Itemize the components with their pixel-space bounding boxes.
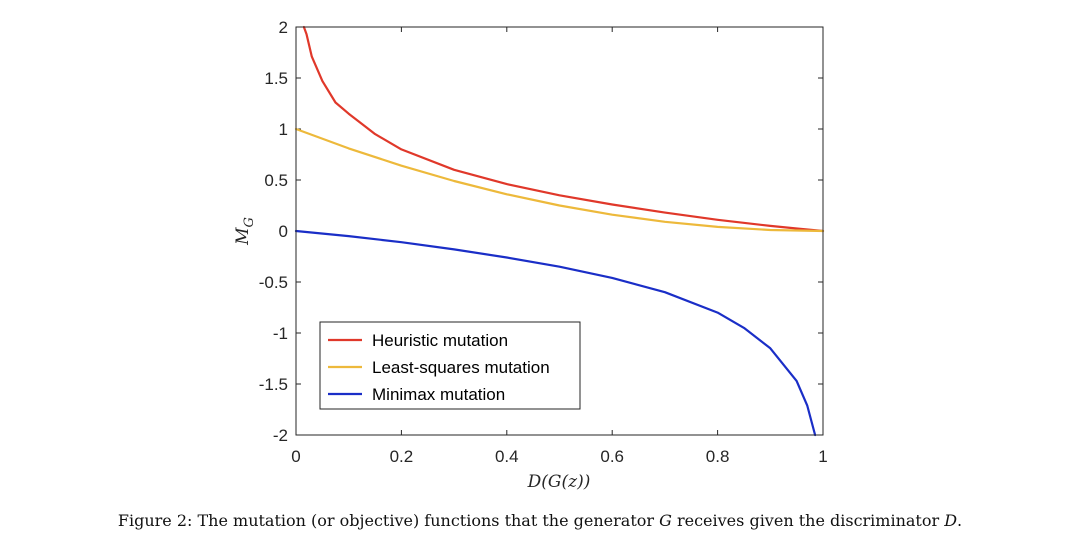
x-axis-title: D(G(z))	[527, 472, 591, 492]
caption-var-discriminator: D	[944, 511, 958, 530]
plot-area-frame	[295, 26, 824, 436]
caption-prefix: Figure 2: The mutation (or objective) fu…	[117, 511, 660, 530]
series-line-least-squares-mutation	[294, 127, 825, 233]
svg-text:MG: MG	[233, 217, 257, 246]
y-tick-label: 1.5	[264, 69, 288, 88]
y-tick-label: -0.5	[259, 273, 288, 292]
y-axis-title-subscript: G	[242, 217, 257, 227]
x-tick-label: 0.6	[600, 447, 624, 466]
y-tick-label: 0	[279, 222, 288, 241]
y-tick-label: -1.5	[259, 375, 288, 394]
series-layer	[294, 25, 825, 437]
legend-label-minimax-mutation: Minimax mutation	[372, 385, 505, 404]
legend-label-heuristic-mutation: Heuristic mutation	[372, 331, 508, 350]
y-tick-labels: -2 -1.5 -1 -0.5 0 0.5 1 1.5 2	[259, 18, 288, 445]
y-tick-label: 1	[279, 120, 288, 139]
y-tick-label: 0.5	[264, 171, 288, 190]
caption-middle: receives given the discriminator	[671, 511, 945, 530]
x-tick-labels: 0 0.2 0.4 0.6 0.8 1	[291, 447, 827, 466]
y-axis-title-main: M	[233, 227, 253, 246]
legend-box	[319, 321, 581, 410]
x-tick-label: 0.4	[495, 447, 519, 466]
series-line-heuristic-mutation	[302, 25, 825, 233]
legend: Heuristic mutation Least-squares mutation…	[319, 321, 581, 410]
y-axis-title: MG	[233, 217, 257, 246]
x-tick-label: 1	[818, 447, 827, 466]
legend-label-least-squares-mutation: Least-squares mutation	[372, 358, 550, 377]
x-tick-label: 0.2	[390, 447, 414, 466]
y-tick-label: 2	[279, 18, 288, 37]
x-tick-label: 0.8	[706, 447, 730, 466]
figure-caption: Figure 2: The mutation (or objective) fu…	[0, 511, 1080, 530]
caption-var-generator: G	[659, 511, 672, 530]
y-tick-label: -2	[273, 426, 288, 445]
y-tick-label: -1	[273, 324, 288, 343]
caption-suffix: .	[957, 511, 963, 530]
series-line-minimax-mutation	[294, 229, 817, 437]
x-tick-label: 0	[291, 447, 300, 466]
